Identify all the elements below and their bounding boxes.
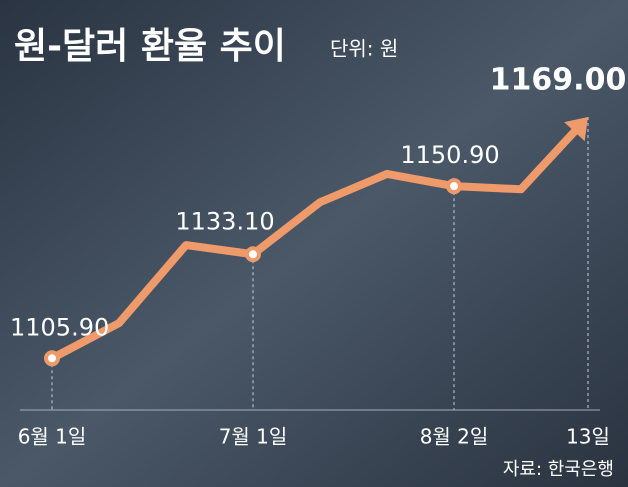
x-tick-label: 6월 1일 bbox=[18, 425, 87, 449]
x-tick-label: 8월 2일 bbox=[420, 425, 489, 449]
point-marker bbox=[446, 178, 462, 195]
x-tick-label: 13일 bbox=[566, 425, 610, 449]
value-label: 1105.90 bbox=[10, 313, 109, 341]
data-line bbox=[50, 124, 582, 362]
value-label: 1150.90 bbox=[400, 141, 499, 169]
value-label: 1169.00 bbox=[490, 62, 627, 97]
source: 자료: 한국은행 bbox=[503, 459, 614, 480]
arrowhead bbox=[564, 116, 588, 142]
point-marker bbox=[44, 350, 60, 367]
x-tick-label: 7월 1일 bbox=[219, 425, 288, 449]
point-marker bbox=[245, 246, 261, 263]
chart-subtitle: 단위: 원 bbox=[330, 37, 398, 61]
value-label: 1133.10 bbox=[175, 207, 274, 235]
chart-title: 원-달러 환율 추이 bbox=[14, 26, 286, 67]
